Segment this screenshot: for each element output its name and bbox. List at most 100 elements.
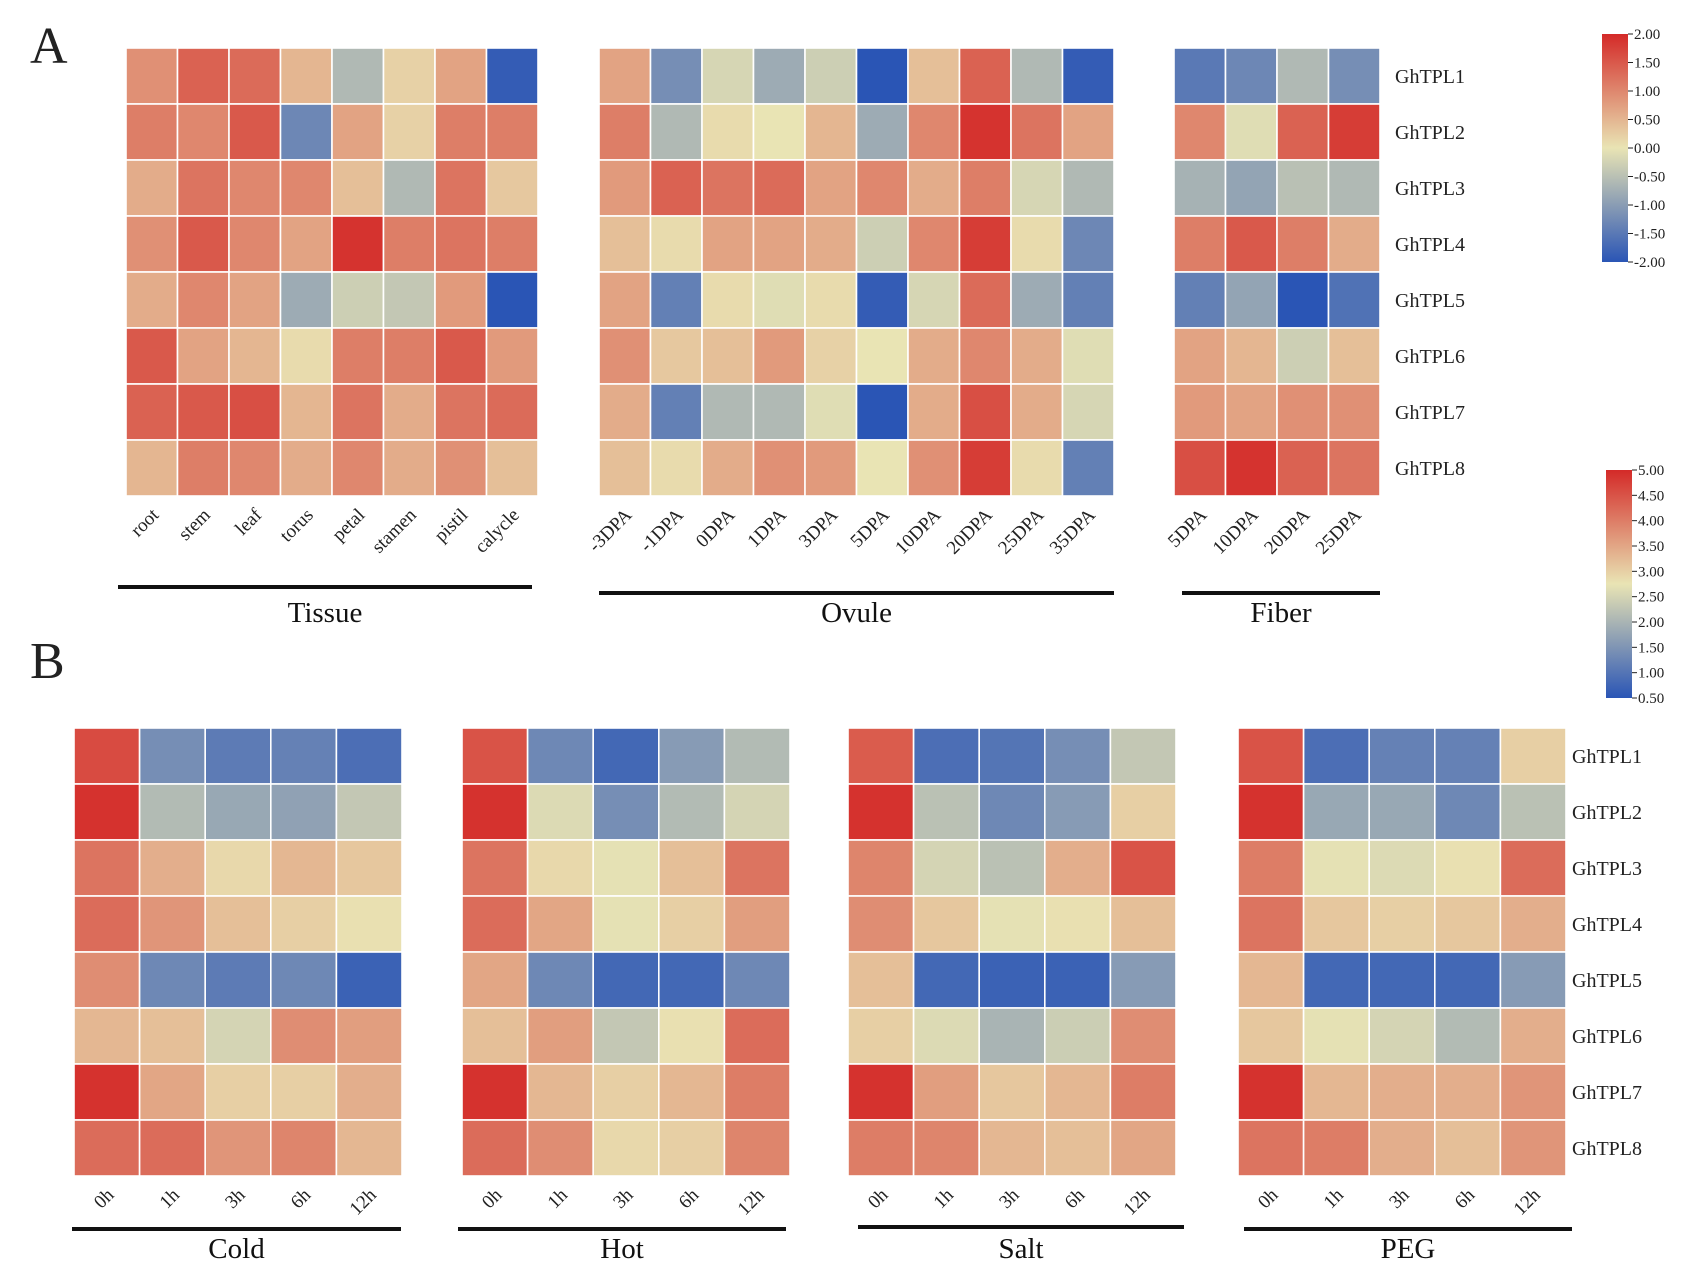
heatmap-cell bbox=[1010, 383, 1064, 441]
heatmap-cell bbox=[598, 159, 652, 217]
heatmap-cell bbox=[912, 1007, 980, 1065]
heatmap-cell bbox=[847, 1007, 915, 1065]
heatmap-cell bbox=[1499, 727, 1567, 785]
heatmap-cell bbox=[592, 1007, 660, 1065]
heatmap-cell bbox=[1302, 839, 1370, 897]
heatmap-cell bbox=[461, 727, 529, 785]
heatmap-cell bbox=[1499, 1119, 1567, 1177]
heatmap-cell bbox=[912, 1119, 980, 1177]
row-label-ghtpl6: GhTPL6 bbox=[1572, 1026, 1642, 1048]
colorbar-tick-label: 0.50 bbox=[1634, 113, 1660, 129]
heatmap-cell bbox=[125, 103, 179, 161]
heatmap-cell bbox=[1044, 895, 1112, 953]
heatmap-cell bbox=[1224, 103, 1278, 161]
heatmap-cell bbox=[279, 271, 333, 329]
heatmap-cell bbox=[649, 103, 703, 161]
group-label-hot: Hot bbox=[600, 1233, 644, 1265]
column-label-petal: petal bbox=[328, 505, 369, 546]
column-label-root: root bbox=[127, 504, 164, 541]
heatmap-cell bbox=[335, 1063, 403, 1121]
heatmap-cell bbox=[176, 47, 230, 105]
heatmap-cell bbox=[204, 727, 272, 785]
column-label-3dpa: 3DPA bbox=[795, 504, 842, 551]
heatmap-cell bbox=[331, 383, 385, 441]
heatmap-cell bbox=[125, 271, 179, 329]
heatmap-cell bbox=[1109, 951, 1177, 1009]
heatmap-cell bbox=[461, 1063, 529, 1121]
heatmap-cell bbox=[701, 327, 755, 385]
heatmap-cell bbox=[649, 215, 703, 273]
heatmap-cell bbox=[176, 383, 230, 441]
heatmap-cell bbox=[847, 727, 915, 785]
heatmap-cell bbox=[907, 103, 961, 161]
heatmap-cell bbox=[382, 439, 436, 497]
heatmap-cell bbox=[1224, 439, 1278, 497]
heatmap-cell bbox=[752, 103, 806, 161]
heatmap-cell bbox=[485, 271, 539, 329]
heatmap-cell bbox=[847, 1119, 915, 1177]
heatmap-cell bbox=[907, 47, 961, 105]
heatmap-cell bbox=[1237, 1119, 1305, 1177]
heatmap-cell bbox=[1434, 1119, 1502, 1177]
heatmap-cell bbox=[228, 383, 282, 441]
heatmap-cell bbox=[73, 1119, 141, 1177]
heatmap-cell bbox=[335, 1007, 403, 1065]
heatmap-cell bbox=[592, 783, 660, 841]
heatmap-cell bbox=[382, 103, 436, 161]
heatmap-cell bbox=[204, 951, 272, 1009]
heatmap-cell bbox=[279, 383, 333, 441]
heatmap-cell bbox=[723, 839, 791, 897]
heatmap-cell bbox=[657, 727, 726, 785]
heatmap-cell bbox=[1224, 215, 1278, 273]
column-label-3h: 3h bbox=[221, 1184, 250, 1213]
heatmap-cell bbox=[485, 327, 539, 385]
heatmap-cell bbox=[73, 1007, 141, 1065]
heatmap-cell bbox=[138, 727, 207, 785]
heatmap-cell bbox=[382, 327, 436, 385]
heatmap-cell bbox=[958, 383, 1012, 441]
heatmap-cell bbox=[752, 327, 806, 385]
column-label-6h: 6h bbox=[675, 1184, 704, 1213]
heatmap-cell bbox=[331, 327, 385, 385]
heatmap-cell bbox=[204, 1063, 272, 1121]
heatmap-cell bbox=[279, 439, 333, 497]
heatmap-cell bbox=[1368, 951, 1436, 1009]
heatmap-cell bbox=[1434, 783, 1502, 841]
heatmap-cell bbox=[598, 103, 652, 161]
heatmap-cell bbox=[657, 1119, 726, 1177]
column-label-1h: 1h bbox=[930, 1184, 959, 1213]
heatmap-cell bbox=[723, 895, 791, 953]
heatmap-cell bbox=[1173, 47, 1227, 105]
heatmap-cell bbox=[138, 783, 207, 841]
heatmap-cell bbox=[804, 215, 858, 273]
column-label-1dpa: 1DPA bbox=[744, 504, 791, 551]
colorbar-tick-label: 0.00 bbox=[1634, 141, 1660, 157]
column-label-20dpa: 20DPA bbox=[1260, 504, 1314, 558]
colorbar-tick-label: 2.50 bbox=[1638, 590, 1664, 606]
heatmap-cell bbox=[723, 1119, 791, 1177]
heatmap-cell bbox=[176, 159, 230, 217]
heatmap-cell bbox=[485, 383, 539, 441]
heatmap-cell bbox=[176, 103, 230, 161]
heatmap-cell bbox=[138, 1007, 207, 1065]
heatmap-cell bbox=[1499, 895, 1567, 953]
heatmap-cell bbox=[1237, 895, 1305, 953]
heatmap-cell bbox=[1276, 103, 1330, 161]
heatmap-hot: 0h 1h 3h 6h 12h Hot bbox=[458, 727, 791, 1265]
heatmap-cell bbox=[1302, 783, 1370, 841]
heatmap-cell bbox=[1327, 383, 1381, 441]
column-label-calycle: calycle bbox=[471, 505, 524, 558]
heatmap-cell bbox=[649, 271, 703, 329]
heatmap-cell bbox=[279, 103, 333, 161]
heatmap-cell bbox=[907, 271, 961, 329]
column-label-0h: 0h bbox=[478, 1184, 507, 1213]
column-label-6h: 6h bbox=[1061, 1184, 1090, 1213]
column-label-pistil: pistil bbox=[431, 505, 473, 547]
heatmap-cell bbox=[335, 951, 403, 1009]
heatmap-cell bbox=[723, 783, 791, 841]
heatmap-cell bbox=[1061, 327, 1115, 385]
heatmap-cell bbox=[1109, 1119, 1177, 1177]
heatmap-cell bbox=[1499, 783, 1567, 841]
column-label-10dpa: 10DPA bbox=[891, 504, 945, 558]
